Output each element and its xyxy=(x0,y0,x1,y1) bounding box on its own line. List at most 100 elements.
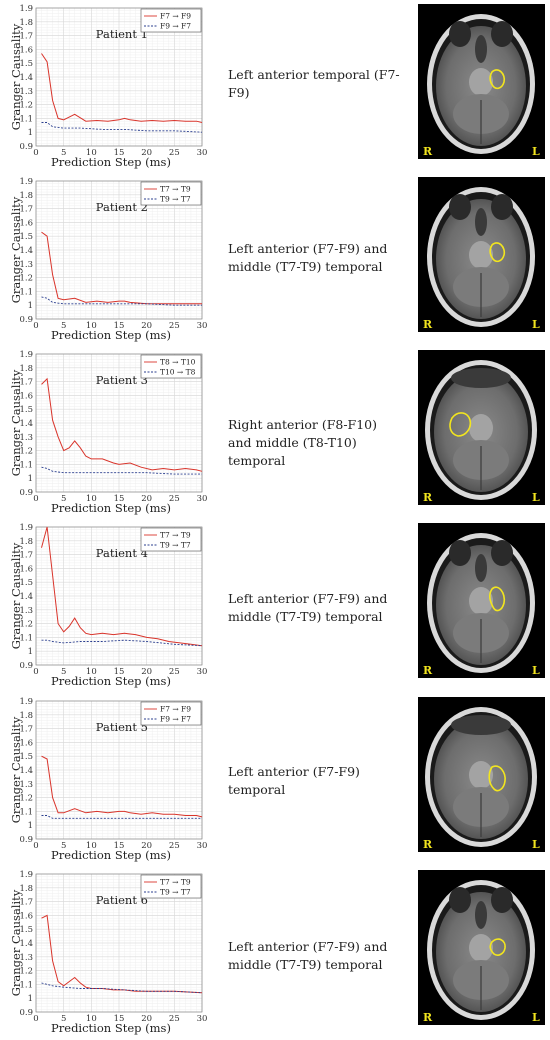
x-tick-label: 0 xyxy=(33,841,38,851)
y-tick-label: 1.4 xyxy=(19,419,33,429)
y-axis-label: Granger Causality xyxy=(9,196,23,303)
orientation-label-left: L xyxy=(532,664,540,677)
x-tick-label: 15 xyxy=(114,148,125,158)
y-tick-label: 1.1 xyxy=(19,633,33,643)
legend-label: T7 → T9 xyxy=(160,185,191,194)
line-chart: 0 5 10 15 20 25 30 0.9 1 1.1 1.2 1.3 1.4 1.5 1.6 1.7 1.8… xyxy=(9,177,208,342)
x-tick-label: 25 xyxy=(169,494,180,504)
y-tick-label: 1.9 xyxy=(19,697,33,707)
y-tick-label: 1.3 xyxy=(19,260,33,270)
orbit xyxy=(491,887,513,913)
y-tick-label: 1.4 xyxy=(19,592,33,602)
y-tick-label: 1.2 xyxy=(19,794,33,804)
x-tick-label: 10 xyxy=(86,1014,97,1024)
legend-label: F7 → F9 xyxy=(160,12,191,21)
y-tick-label: 1.1 xyxy=(19,980,33,990)
orientation-label-right: R xyxy=(423,838,433,851)
x-axis-label: Prediction Step (ms) xyxy=(51,155,171,169)
series-line-reverse xyxy=(41,122,203,133)
series-line-reverse xyxy=(41,296,202,306)
y-tick-label: 1.7 xyxy=(19,378,33,388)
y-tick-label: 1.7 xyxy=(19,898,33,908)
series-line-forward xyxy=(41,526,203,647)
y-tick-label: 1.3 xyxy=(19,433,33,443)
lesion-outline xyxy=(449,412,472,437)
x-tick-label: 5 xyxy=(61,321,66,331)
y-tick-label: 1.9 xyxy=(19,177,33,187)
orbit xyxy=(491,21,513,47)
axes-frame xyxy=(35,7,203,147)
lesion-outline xyxy=(489,938,506,956)
y-tick-label: 1.6 xyxy=(19,391,33,401)
x-tick-label: 30 xyxy=(197,148,208,158)
y-tick-label: 1.1 xyxy=(19,114,33,124)
sella xyxy=(475,35,487,63)
localization-description: Left anterior (F7-F9) temporal xyxy=(228,764,360,797)
y-tick-label: 1.2 xyxy=(19,274,33,284)
x-tick-label: 0 xyxy=(33,148,38,158)
series-line-reverse xyxy=(41,466,202,475)
y-tick-label: 1.6 xyxy=(19,218,33,228)
line-chart: 0 5 10 15 20 25 30 0.9 1 1.1 1.2 1.3 1.4 1.5 1.6 1.7 1.8… xyxy=(9,350,207,515)
x-tick-label: 30 xyxy=(197,321,208,331)
x-tick-label: 10 xyxy=(86,148,97,158)
series-line-forward xyxy=(41,231,202,305)
x-tick-label: 30 xyxy=(197,841,208,851)
y-tick-label: 1.6 xyxy=(19,738,33,748)
x-tick-label: 0 xyxy=(33,1014,38,1024)
sella xyxy=(475,901,487,929)
x-tick-label: 15 xyxy=(114,321,125,331)
orientation-label-left: L xyxy=(532,491,540,504)
axes-frame xyxy=(35,873,203,1013)
x-tick-label: 15 xyxy=(114,1014,125,1024)
orientation-label-left: L xyxy=(532,838,540,851)
y-tick-label: 0.9 xyxy=(19,315,33,325)
orbit xyxy=(449,194,471,220)
axes-frame xyxy=(35,700,203,840)
localization-description: Left anterior (F7-F9) and middle (T7-T9)… xyxy=(228,939,388,972)
y-axis-label: Granger Causality xyxy=(9,716,23,823)
lesion-outline xyxy=(489,69,506,90)
x-tick-label: 25 xyxy=(169,1014,180,1024)
y-tick-label: 1.4 xyxy=(19,73,33,83)
y-tick-label: 1 xyxy=(28,474,33,484)
axes-frame xyxy=(35,180,203,320)
y-tick-label: 1.1 xyxy=(19,287,33,297)
legend-label: T7 → T9 xyxy=(160,878,191,887)
y-axis-label: Granger Causality xyxy=(9,369,23,476)
figure-row: 0 5 10 15 20 25 30 0.9 1 1.1 1.2 1.3 1.4 1.5 1.6 1.7 1.8… xyxy=(0,346,550,519)
y-axis-label: Granger Causality xyxy=(9,889,23,996)
figure-row: 0 5 10 15 20 25 30 0.9 1 1.1 1.2 1.3 1.4 1.5 1.6 1.7 1.8… xyxy=(0,693,550,866)
frontal-sinus xyxy=(451,368,511,388)
brainstem xyxy=(469,587,493,615)
x-tick-label: 0 xyxy=(33,667,38,677)
sella xyxy=(475,208,487,236)
y-tick-label: 1.6 xyxy=(19,45,33,55)
series-line-forward xyxy=(41,755,203,818)
x-tick-label: 25 xyxy=(169,148,180,158)
y-tick-label: 1.2 xyxy=(19,620,33,630)
patient-label: Patient 5 xyxy=(96,720,148,734)
brainstem xyxy=(469,761,493,789)
y-tick-label: 1.5 xyxy=(19,578,33,588)
y-tick-label: 1.5 xyxy=(19,752,33,762)
x-tick-label: 15 xyxy=(114,494,125,504)
y-tick-label: 1 xyxy=(28,647,33,657)
x-tick-label: 10 xyxy=(86,841,97,851)
legend-label: T7 → T9 xyxy=(160,531,191,540)
series-line-forward xyxy=(41,377,203,472)
series-line-reverse xyxy=(41,982,203,994)
y-tick-label: 1.9 xyxy=(19,4,33,14)
y-tick-label: 1.5 xyxy=(19,405,33,415)
x-tick-label: 25 xyxy=(169,841,180,851)
y-tick-label: 0.9 xyxy=(19,835,33,845)
orbit xyxy=(491,194,513,220)
line-chart: 0 5 10 15 20 25 30 0.9 1 1.1 1.2 1.3 1.4 1.5 1.6 1.7 1.8… xyxy=(9,4,208,169)
